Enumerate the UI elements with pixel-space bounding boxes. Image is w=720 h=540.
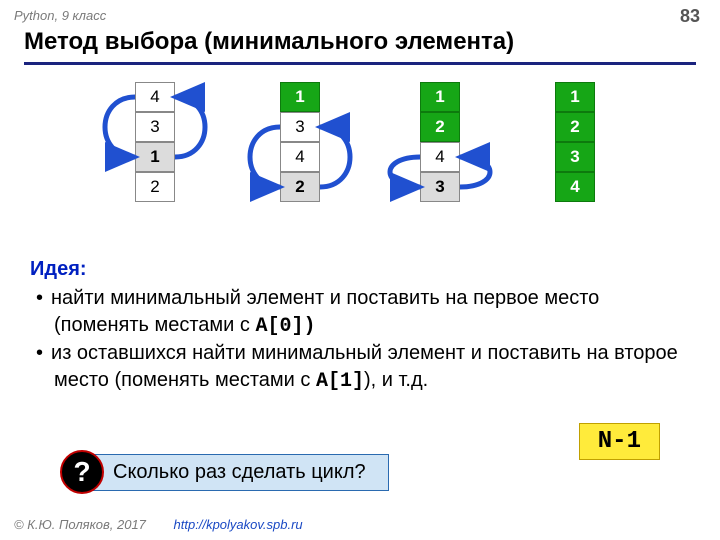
swap-arrow-right xyxy=(318,74,398,274)
array-cell: 2 xyxy=(555,112,595,142)
page-number: 83 xyxy=(680,6,700,27)
copyright: © К.Ю. Поляков, 2017 xyxy=(14,517,146,532)
idea-bullet: найти минимальный элемент и поставить на… xyxy=(54,285,690,340)
idea-label: Идея: xyxy=(30,258,87,280)
array-cell: 1 xyxy=(555,82,595,112)
array-column: 1234 xyxy=(555,82,595,202)
question-mark-icon: ? xyxy=(60,450,104,494)
array-cell: 3 xyxy=(135,112,175,142)
question-text: Сколько раз сделать цикл? xyxy=(86,454,389,491)
array-cell: 1 xyxy=(280,82,320,112)
slide-title: Метод выбора (минимального элемента) xyxy=(24,28,514,56)
array-cell: 2 xyxy=(420,112,460,142)
array-cell: 4 xyxy=(420,142,460,172)
idea-list: найти минимальный элемент и поставить на… xyxy=(30,285,690,395)
array-cell: 4 xyxy=(135,82,175,112)
swap-arrow-right xyxy=(458,74,538,274)
array-column: 4312 xyxy=(135,82,175,202)
title-underline xyxy=(24,62,696,65)
array-cell: 4 xyxy=(555,172,595,202)
array-cell: 1 xyxy=(420,82,460,112)
array-cell: 2 xyxy=(280,172,320,202)
array-cell: 3 xyxy=(420,172,460,202)
array-cell: 2 xyxy=(135,172,175,202)
footer: © К.Ю. Поляков, 2017 http://kpolyakov.sp… xyxy=(14,517,303,532)
selection-sort-diagram: 4312134212431234 xyxy=(0,74,720,244)
array-cell: 3 xyxy=(555,142,595,172)
answer-box: N-1 xyxy=(579,423,660,460)
array-column: 1243 xyxy=(420,82,460,202)
array-cell: 3 xyxy=(280,112,320,142)
footer-url: http://kpolyakov.spb.ru xyxy=(174,517,303,532)
array-cell: 1 xyxy=(135,142,175,172)
array-column: 1342 xyxy=(280,82,320,202)
question-row: ? Сколько раз сделать цикл? xyxy=(60,450,389,494)
idea-block: Идея: найти минимальный элемент и постав… xyxy=(30,256,690,395)
idea-bullet: из оставшихся найти минимальный элемент … xyxy=(54,340,690,395)
array-cell: 4 xyxy=(280,142,320,172)
swap-arrow-right xyxy=(173,74,253,274)
course-label: Python, 9 класс xyxy=(14,8,106,23)
